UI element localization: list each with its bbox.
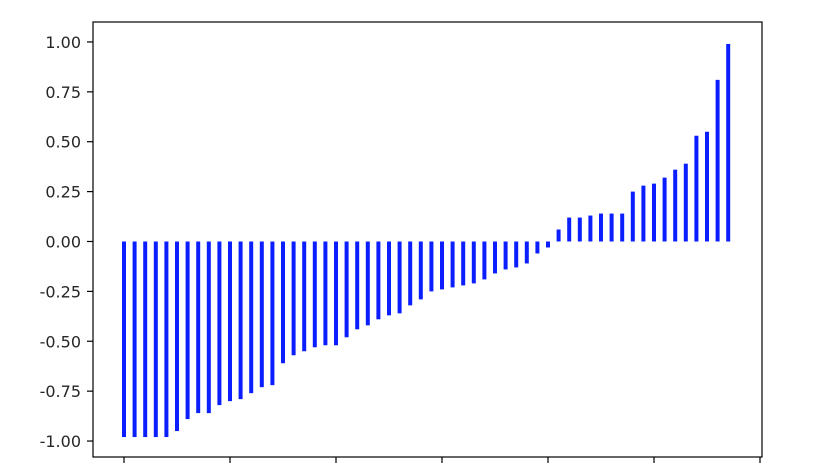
bar (630, 191, 635, 242)
bar (196, 241, 201, 414)
bar (461, 241, 466, 286)
bar (206, 241, 211, 414)
bar (535, 241, 540, 254)
bar (493, 241, 497, 274)
bar (641, 185, 646, 242)
bar (164, 241, 169, 438)
plot-background (93, 22, 762, 457)
bar (662, 177, 667, 242)
y-tick-label: 0.50 (45, 133, 81, 152)
bar (609, 213, 614, 242)
bar (344, 241, 349, 338)
bar (418, 241, 423, 300)
y-tick-label: -0.75 (40, 382, 81, 401)
bar (556, 229, 561, 242)
bar (397, 241, 402, 314)
x-axis (123, 457, 761, 463)
bar (302, 241, 307, 352)
bar (694, 135, 699, 242)
bar (312, 241, 317, 348)
bar (408, 241, 413, 306)
bar (259, 241, 264, 388)
bar (281, 241, 285, 364)
bar (620, 213, 625, 242)
y-tick-label: 1.00 (45, 33, 81, 52)
bar (291, 241, 296, 356)
bar (355, 241, 360, 330)
bar (450, 241, 455, 288)
bar (673, 169, 678, 242)
bar (482, 241, 487, 280)
bar (270, 241, 275, 386)
bar (524, 241, 529, 264)
bar (715, 79, 720, 242)
bar (217, 241, 222, 406)
y-axis: 1.00 0.75 0.50 0.25 0.00 -0.25 -0.50 -0.75 -1.00 (40, 33, 93, 451)
bar (153, 241, 158, 438)
bar (249, 241, 254, 394)
y-tick-label: 0.00 (45, 232, 81, 251)
bar (577, 217, 582, 242)
bar (503, 241, 508, 270)
bar (599, 213, 603, 242)
plot-frame (92, 21, 763, 458)
bar (567, 217, 572, 242)
bar (471, 241, 476, 284)
bar (185, 241, 190, 420)
bar (588, 215, 593, 242)
y-tick-label: 0.25 (45, 183, 81, 202)
bar (546, 241, 550, 248)
bar (652, 183, 656, 242)
bar (705, 131, 709, 242)
bar (440, 241, 444, 290)
bar (122, 241, 126, 438)
bar (323, 241, 328, 346)
bar (387, 241, 391, 316)
bar (238, 241, 243, 400)
bar (514, 241, 519, 268)
bar (726, 43, 731, 242)
y-tick-label: -0.25 (40, 282, 81, 301)
y-tick-label: -0.50 (40, 332, 81, 351)
bar (334, 241, 338, 346)
y-tick-label: 0.75 (45, 83, 81, 102)
bars-group (122, 43, 731, 438)
bar (132, 241, 137, 438)
bar (228, 241, 232, 402)
y-tick-label: -1.00 (40, 432, 81, 451)
bar (683, 163, 688, 242)
bar (365, 241, 370, 326)
bar (175, 241, 179, 432)
bar (429, 241, 434, 292)
bar (376, 241, 381, 320)
bar (143, 241, 148, 438)
